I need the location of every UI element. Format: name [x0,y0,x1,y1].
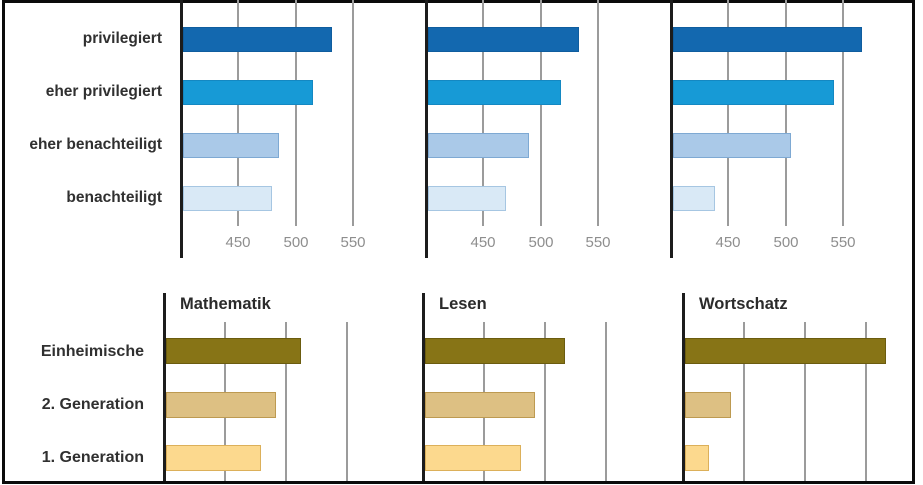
bar-benachteiligt [183,186,272,211]
bar-1-generation [166,445,261,471]
gridline-550 [352,0,354,226]
bar-einheimische [685,338,886,364]
y-axis-line [670,0,673,258]
chart-bottom-right: Wortschatz [682,293,911,481]
bar-eher-privilegiert [183,80,313,105]
bar-privilegiert [428,27,579,52]
gridline-500 [785,0,787,226]
bar-2-generation [425,392,535,418]
bar-2-generation [166,392,276,418]
gridline-550 [605,322,607,481]
x-tick-label-550: 550 [585,234,611,251]
gridline-500 [540,0,542,226]
bar-1-generation [425,445,521,471]
bar-einheimische [425,338,565,364]
y-axis-line [180,0,183,258]
gridline-550 [842,0,844,226]
gridline-500 [544,322,546,481]
gridline-450 [237,0,239,226]
chart-top-left: 450 500 550 [180,0,415,258]
row-label-2-generation: 2. Generation [41,396,144,413]
chart-top-middle: 450 500 550 [425,0,660,258]
gridline-550 [346,322,348,481]
x-tick-label-450: 450 [225,234,251,251]
x-tick-label-550: 550 [340,234,366,251]
gridline-500 [804,322,806,481]
chart-title-wortschatz: Wortschatz [699,295,788,313]
x-tick-label-450: 450 [715,234,741,251]
chart-bottom-middle: Lesen [422,293,672,481]
row-label-einheimische: Einheimische [40,343,144,360]
bar-eher-privilegiert [673,80,834,105]
x-tick-label-500: 500 [773,234,799,251]
bar-eher-privilegiert [428,80,561,105]
row-label-1-generation: 1. Generation [41,449,144,466]
chart-title-lesen: Lesen [439,295,487,313]
bar-eher-benachteiligt [428,133,529,158]
gridline-450 [482,0,484,226]
x-tick-label-550: 550 [830,234,856,251]
x-tick-label-500: 500 [283,234,309,251]
bar-benachteiligt [428,186,506,211]
bar-eher-benachteiligt [183,133,279,158]
y-axis-line [163,293,166,481]
chart-title-mathematik: Mathematik [180,295,271,313]
bar-2-generation [685,392,731,418]
bar-einheimische [166,338,301,364]
gridline-550 [865,322,867,481]
gridline-500 [295,0,297,226]
row-label-benachteiligt: benachteiligt [66,189,162,206]
chart-bottom-left: Mathematik [163,293,413,481]
bar-privilegiert [673,27,862,52]
gridline-500 [285,322,287,481]
bar-privilegiert [183,27,332,52]
chart-top-right: 450 500 550 [670,0,910,258]
x-tick-label-450: 450 [470,234,496,251]
bar-1-generation [685,445,709,471]
bar-benachteiligt [673,186,715,211]
y-axis-line [422,293,425,481]
y-axis-line [682,293,685,481]
x-tick-label-500: 500 [528,234,554,251]
bar-eher-benachteiligt [673,133,791,158]
gridline-450 [743,322,745,481]
row-label-eher-benachteiligt: eher benachteiligt [29,136,162,153]
gridline-550 [597,0,599,226]
gridline-450 [727,0,729,226]
row-label-eher-privilegiert: eher privilegiert [45,83,162,100]
y-axis-line [425,0,428,258]
row-label-privilegiert: privilegiert [82,30,162,47]
